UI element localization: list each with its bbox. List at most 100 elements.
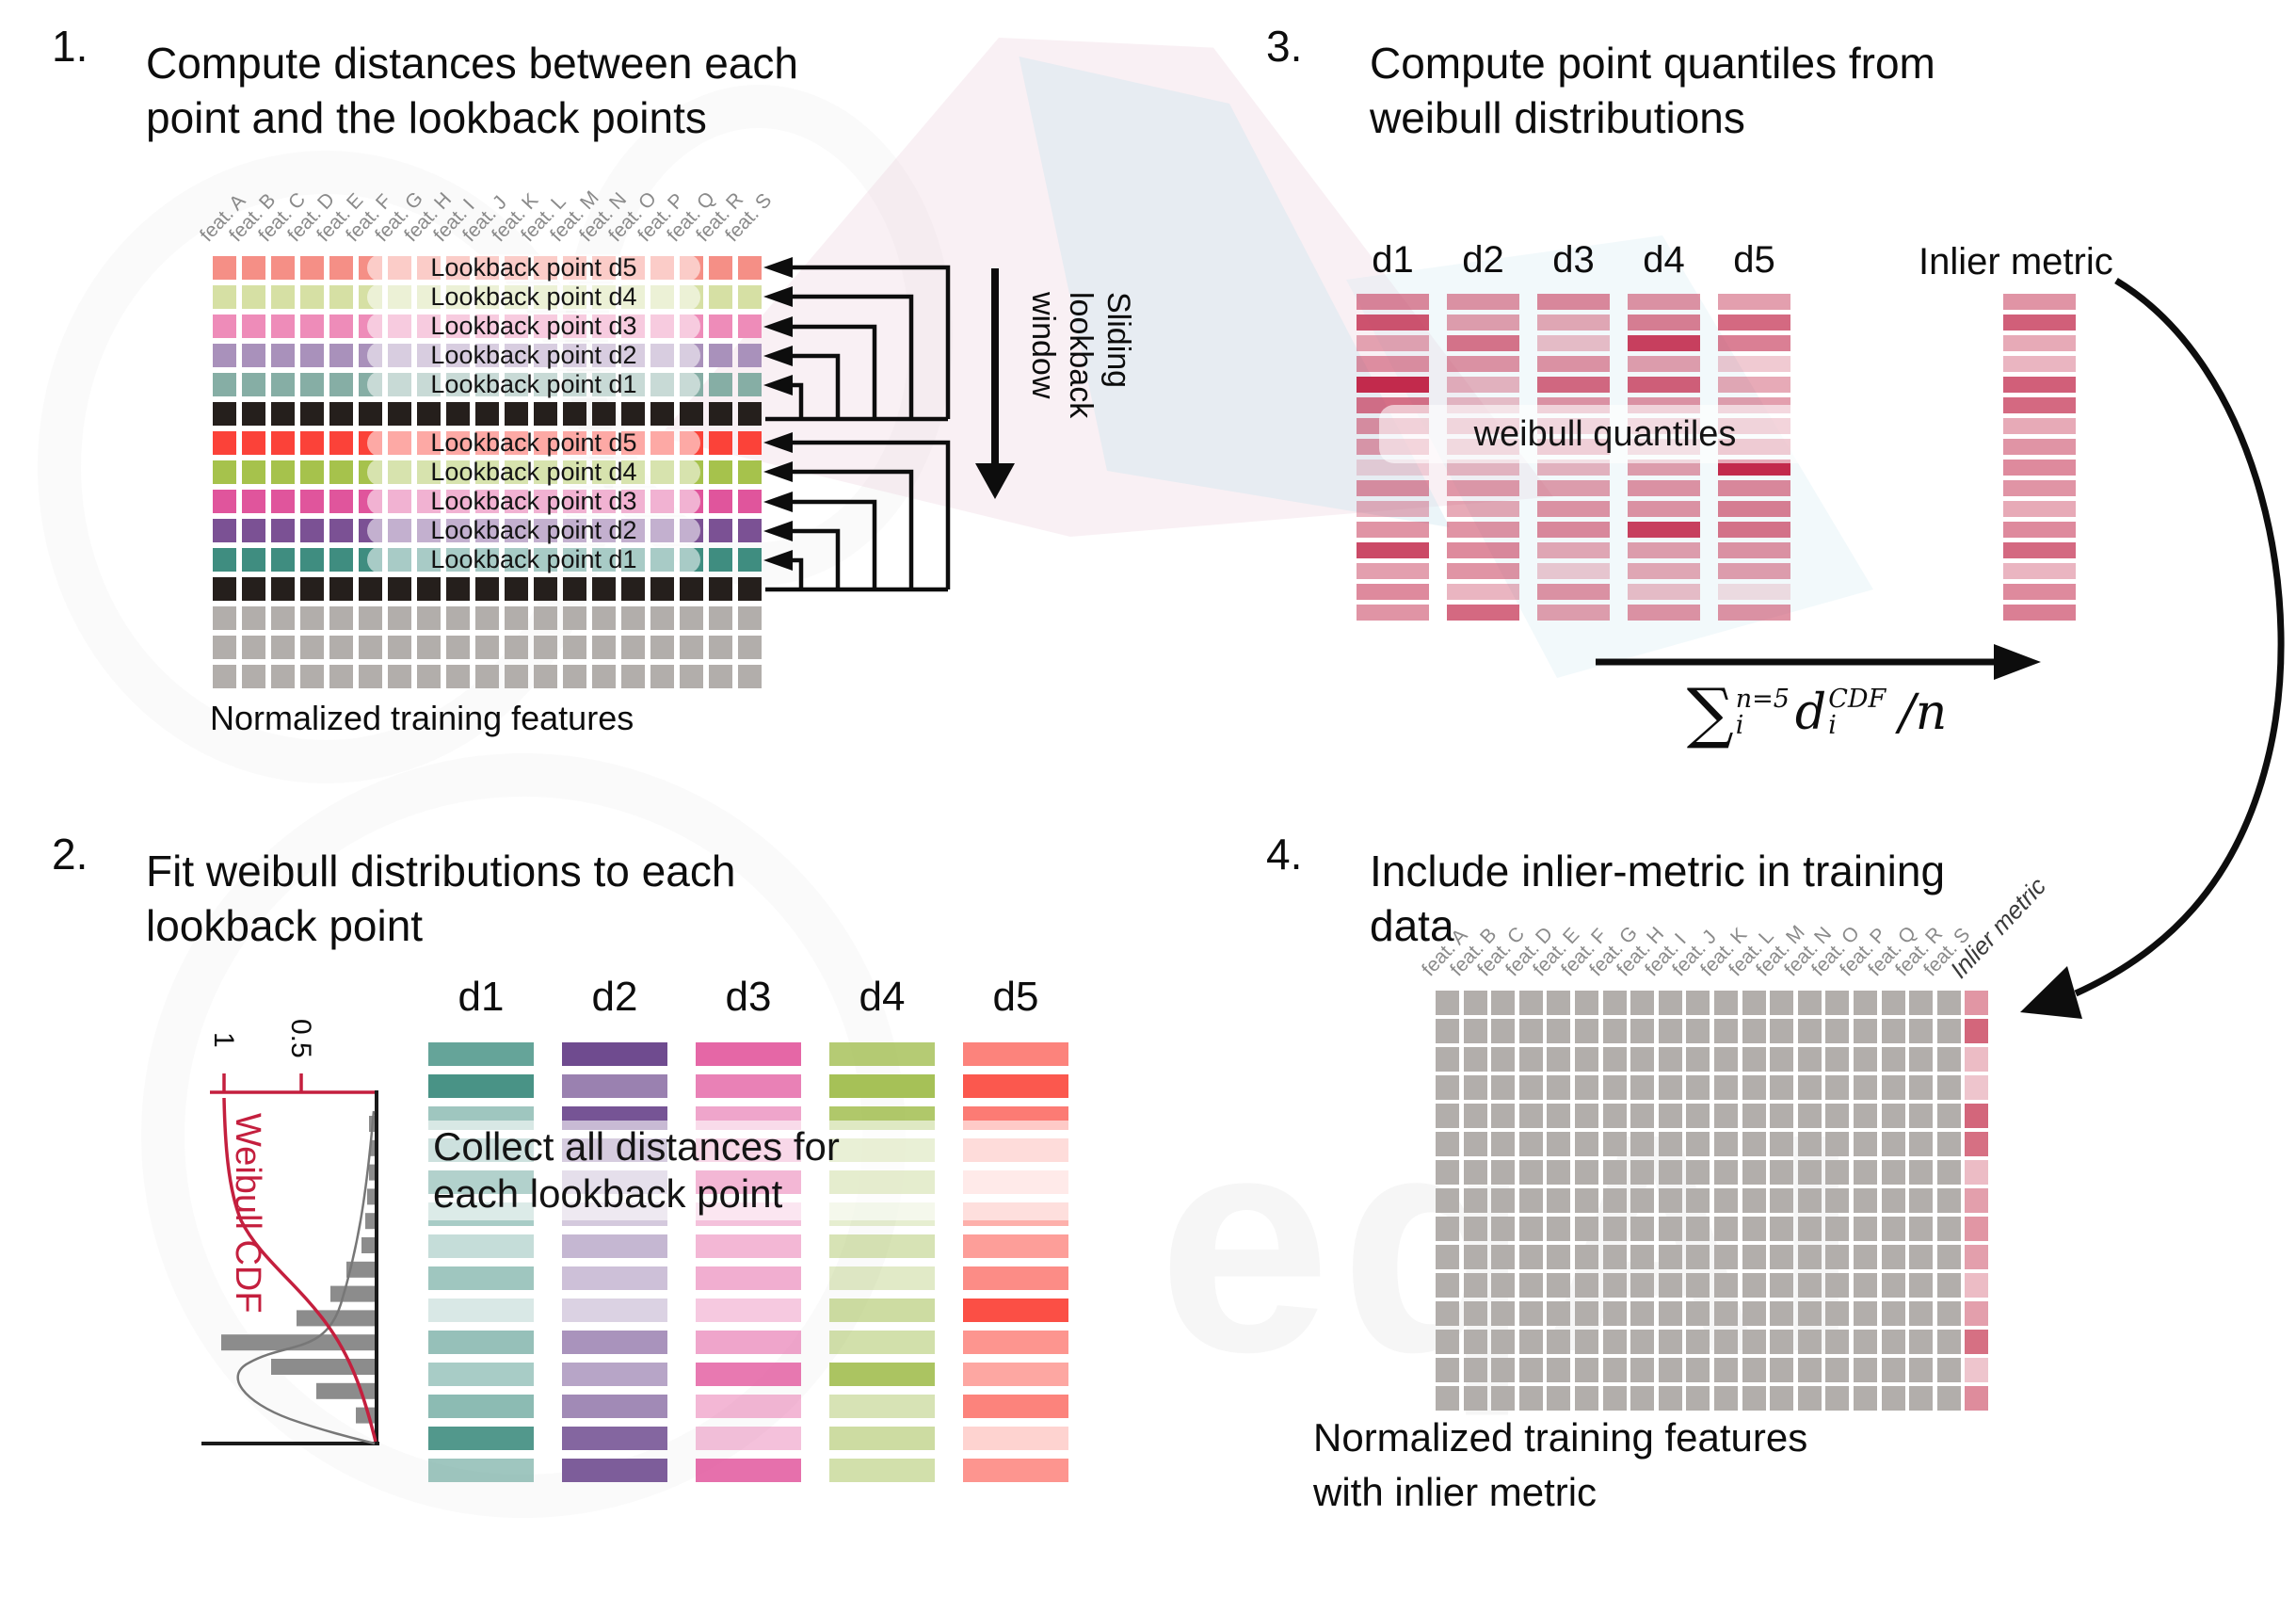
grid-cell [446, 577, 470, 601]
grid-cell [563, 636, 586, 659]
quantile-bar [1357, 584, 1429, 600]
grid-cell [738, 606, 762, 630]
grid-cell [1518, 1132, 1543, 1156]
grid-cell [1575, 1188, 1598, 1213]
grid-cell [1742, 1188, 1766, 1213]
grid-cell [1881, 1386, 1905, 1411]
grid-cell [1909, 1330, 1934, 1354]
grid-cell [417, 606, 441, 630]
grid-cell [1658, 1104, 1682, 1128]
distance-column-label: d1 [458, 974, 505, 1020]
formula-var-scripts: CDF i [1828, 686, 1886, 739]
grid-cell [1825, 1104, 1850, 1128]
grid-cell [563, 606, 586, 630]
weibull-quantiles-note: weibull quantiles [1379, 405, 1831, 463]
grid-cell [417, 665, 441, 688]
distance-bar [562, 1042, 667, 1066]
quantile-bar [1718, 315, 1790, 331]
distance-bar [562, 1266, 667, 1290]
inlier-metric-bar [2003, 460, 2076, 476]
grid-cell [213, 373, 236, 396]
grid-cell [1909, 1245, 1934, 1269]
grid-cell [1518, 1273, 1543, 1298]
weibull-quantiles-note-text: weibull quantiles [1473, 413, 1737, 454]
grid-cell [1547, 1386, 1571, 1411]
inlier-metric-cell [1965, 1217, 1989, 1241]
grid-cell [709, 315, 732, 338]
distance-bar [829, 1299, 935, 1322]
grid-cell [1770, 1217, 1794, 1241]
grid-cell [1575, 1245, 1598, 1269]
step-1-number: 1. [52, 22, 88, 71]
grid-cell [446, 606, 470, 630]
quantile-bar [1537, 605, 1610, 621]
grid-cell [213, 577, 236, 601]
distance-bar [963, 1299, 1068, 1322]
grid-cell [1742, 1217, 1766, 1241]
grid-cell [1936, 1188, 1961, 1213]
quantile-column-label: d5 [1733, 239, 1775, 281]
grid-cell [1491, 1047, 1516, 1072]
quantile-bar [1628, 563, 1700, 579]
grid-cell [1630, 1245, 1655, 1269]
grid-cell [1714, 1160, 1738, 1185]
grid-cell [1714, 1019, 1738, 1043]
grid-cell [1854, 1188, 1877, 1213]
inlier-metric-bar [2003, 439, 2076, 455]
grid-cell [1518, 991, 1543, 1015]
grid-cell [1714, 1188, 1738, 1213]
grid-cell [1436, 1104, 1459, 1128]
grid-cell [1825, 1188, 1850, 1213]
distance-bar [696, 1363, 801, 1386]
grid-cell [329, 606, 353, 630]
distance-bar [963, 1395, 1068, 1418]
grid-cell [242, 285, 265, 309]
quantile-bar [1447, 315, 1519, 331]
distance-bar [829, 1074, 935, 1098]
grid-cell [1854, 1047, 1877, 1072]
grid-cell [1854, 1301, 1877, 1326]
grid-cell [709, 636, 732, 659]
grid-cell [1854, 1330, 1877, 1354]
quantile-column-label: d1 [1372, 239, 1414, 281]
grid-cell [1909, 1019, 1934, 1043]
grid-cell [1686, 1104, 1710, 1128]
formula-sum-limits: n=5 i [1736, 686, 1790, 739]
grid-cell [1881, 1075, 1905, 1100]
grid-cell [242, 460, 265, 484]
inlier-metric-bar [2003, 397, 2076, 413]
grid-cell [1686, 1160, 1710, 1185]
grid-cell [1770, 1330, 1794, 1354]
distance-bar [963, 1459, 1068, 1482]
grid-cell [1854, 1386, 1877, 1411]
grid-cell [1797, 1301, 1822, 1326]
inlier-metric-bar [2003, 584, 2076, 600]
grid-cell [1881, 1160, 1905, 1185]
step-4-title-line-2: data [1370, 901, 1454, 950]
grid-cell [1575, 991, 1598, 1015]
grid-cell [1770, 1075, 1794, 1100]
grid-cell [1463, 1386, 1487, 1411]
distance-bar [696, 1395, 801, 1418]
formula-var-superscript: CDF [1828, 685, 1887, 714]
grid-cell [271, 519, 295, 542]
step-3-number: 3. [1266, 22, 1303, 71]
grid-cell [534, 636, 557, 659]
lookback-row-label: Lookback point d4 [367, 282, 700, 311]
step-2-title-line-1: Fit weibull distributions to each [146, 847, 736, 895]
distance-bar [696, 1042, 801, 1066]
grid-cell [1491, 1104, 1516, 1128]
grid-cell [1463, 1301, 1487, 1326]
grid-cell [1602, 1047, 1627, 1072]
grid-cell [1742, 1019, 1766, 1043]
quantile-bar [1718, 377, 1790, 393]
grid-cell [1630, 1132, 1655, 1156]
grid-cell [1518, 1386, 1543, 1411]
grid-cell [329, 256, 353, 280]
grid-cell [300, 460, 324, 484]
distance-bar [428, 1331, 534, 1354]
quantile-bar [1447, 294, 1519, 310]
grid-cell [1547, 1301, 1571, 1326]
grid-cell [1770, 1019, 1794, 1043]
grid-cell [709, 431, 732, 455]
